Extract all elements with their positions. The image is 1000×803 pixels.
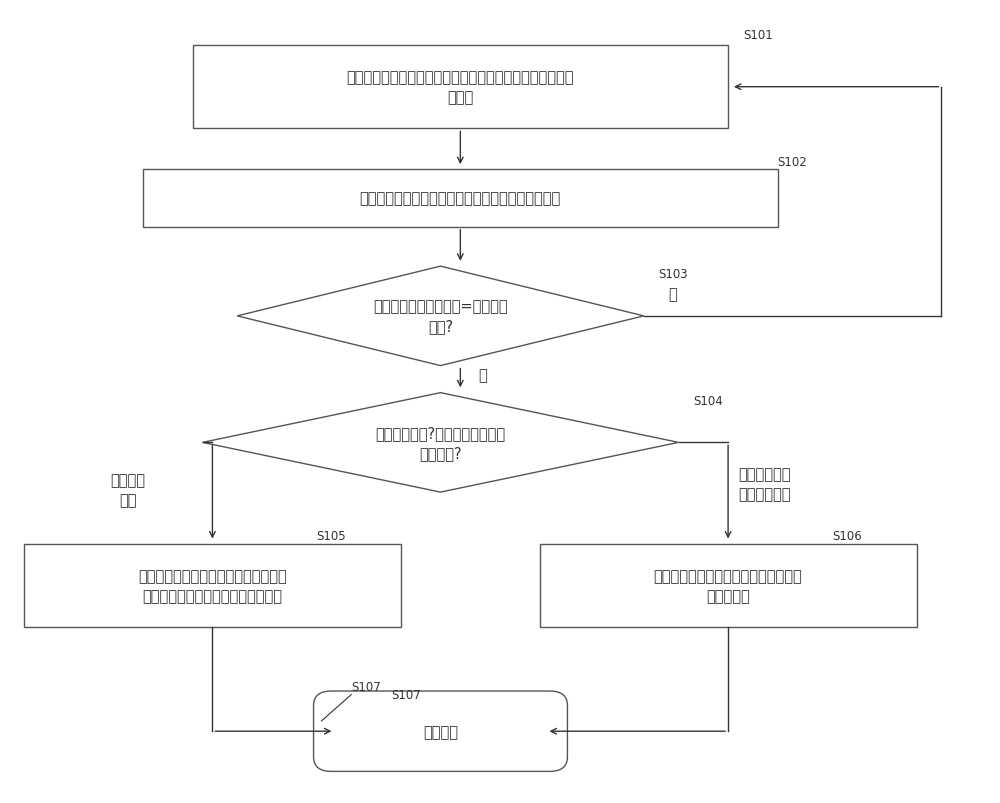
Text: 根据所述信号监测圆形光照范围内的终端与圆心距离: 根据所述信号监测圆形光照范围内的终端与圆心距离	[360, 191, 561, 206]
Text: S107: S107	[391, 688, 421, 701]
Text: 将照明装置的功率调整为其最大功率，
将光照半径调整为所述最大光照半径: 将照明装置的功率调整为其最大功率， 将光照半径调整为所述最大光照半径	[138, 569, 287, 603]
Text: S102: S102	[778, 156, 807, 169]
Text: 将光照半径调整为监测到的终端与圆心
的最大距离: 将光照半径调整为监测到的终端与圆心 的最大距离	[654, 569, 802, 603]
Polygon shape	[203, 393, 678, 492]
Text: 终端与圆心的最大距离=最大光照
半径?: 终端与圆心的最大距离=最大光照 半径?	[373, 299, 508, 334]
Text: 存在失连
终端: 存在失连 终端	[111, 473, 146, 507]
Text: S107: S107	[351, 680, 381, 693]
Text: 否: 否	[478, 369, 487, 383]
FancyBboxPatch shape	[24, 544, 401, 628]
FancyBboxPatch shape	[540, 544, 917, 628]
Text: 存在失连终端?终端与圆心的最大
距离变小?: 存在失连终端?终端与圆心的最大 距离变小?	[375, 426, 506, 460]
FancyBboxPatch shape	[143, 170, 778, 227]
Polygon shape	[237, 267, 644, 366]
Text: S101: S101	[743, 30, 773, 43]
Text: S103: S103	[659, 267, 688, 281]
Text: 流程结束: 流程结束	[423, 724, 458, 739]
FancyBboxPatch shape	[314, 691, 567, 772]
Text: S106: S106	[832, 529, 862, 542]
FancyBboxPatch shape	[193, 46, 728, 129]
Text: 终端与圆心的
最大距离变小: 终端与圆心的 最大距离变小	[738, 467, 790, 501]
Text: S105: S105	[317, 529, 346, 542]
Text: 接收位于照明装置照射在地面的圆形光照范围内的终端发送
的信号: 接收位于照明装置照射在地面的圆形光照范围内的终端发送 的信号	[347, 70, 574, 105]
Text: S104: S104	[693, 395, 723, 408]
Text: 是: 是	[669, 287, 677, 302]
